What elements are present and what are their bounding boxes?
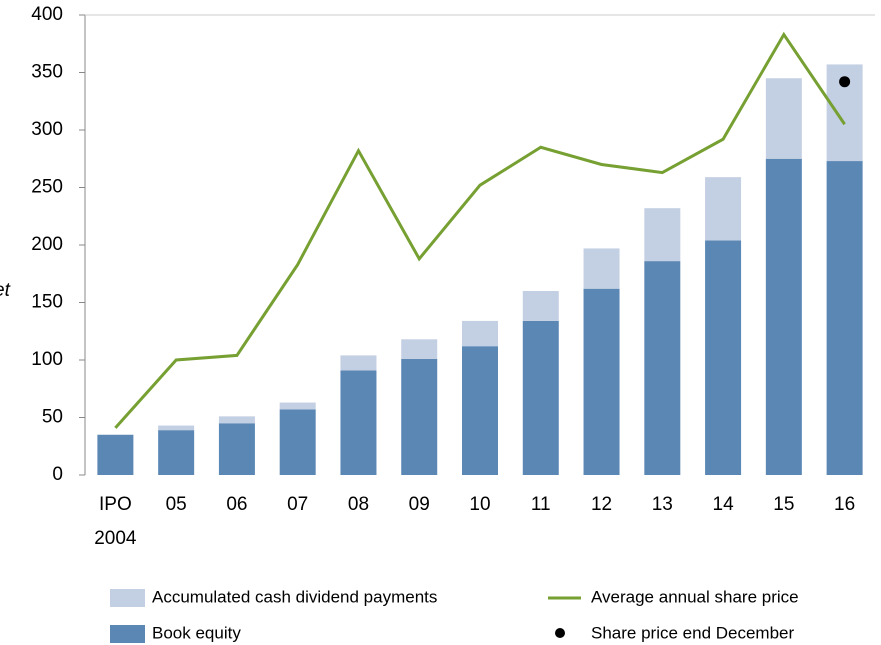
y-tick-label: 400 [31,4,63,25]
y-tick-label: 200 [31,234,63,255]
y-tick-label: 100 [31,349,63,370]
x-tick-label: IPO 2004 [94,494,137,549]
bar [522,320,559,475]
bar [705,240,742,475]
bar [218,416,255,424]
legend-label: Share price end December [591,623,795,642]
legend-swatch [110,625,145,643]
bar [705,177,742,241]
bar [279,409,316,475]
bar [401,339,438,359]
x-tick-label: 08 [348,494,369,515]
bar [279,402,316,410]
x-tick-label: 10 [469,494,490,515]
axis-label: et [0,280,11,301]
x-tick-label: 15 [773,494,794,515]
x-tick-label: 06 [226,494,247,515]
legend-label: Accumulated cash dividend payments [152,587,437,606]
bar [644,208,681,262]
legend-label: Average annual share price [591,587,799,606]
bar [462,320,498,347]
x-tick-label: 09 [409,494,430,515]
bar [765,158,802,475]
bar [826,161,863,476]
legend-swatch [555,628,565,638]
legend-label: Book equity [152,623,241,642]
y-tick-label: 50 [42,407,63,428]
y-tick-label: 150 [31,292,63,313]
bar [644,261,681,475]
x-tick-label: 12 [591,494,612,515]
x-tick-label: 07 [287,494,308,515]
bar [522,291,559,321]
x-tick-label: 14 [713,494,735,515]
x-tick-label: 11 [531,494,551,515]
y-tick-label: 250 [31,177,63,198]
y-tick-label: 0 [52,464,63,485]
bar [158,425,195,431]
bar [583,288,620,475]
bar [97,434,134,475]
bar [340,355,377,371]
bar [218,423,255,475]
x-tick-label: 16 [834,494,855,515]
x-tick-label: 05 [166,494,187,515]
x-tick-label: 13 [652,494,673,515]
y-tick-label: 300 [31,119,63,140]
legend-swatch [110,589,145,607]
y-tick-label: 350 [31,62,63,83]
bar [401,358,438,475]
bar [340,370,377,475]
bar [765,78,802,159]
bar [583,248,620,289]
point [839,76,851,88]
bar [158,430,195,475]
bar [462,346,498,475]
line [114,31,846,429]
